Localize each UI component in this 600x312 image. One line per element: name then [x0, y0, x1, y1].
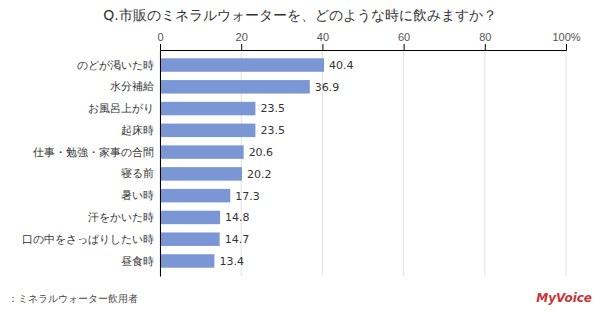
y-axis: 昼食時 口の中をさっぱりしたい時 汗をかいた時 暑い時 寝る前 仕事・勉強・家事の合間 起床… — [22, 51, 161, 277]
y-tick-label: 仕事・勉強・家事の合間 — [33, 146, 154, 158]
title: Q.市販のミネラルウォーターを、どのような時に飲みますか？ — [103, 7, 496, 23]
y-tick-label: 寝る前 — [121, 167, 154, 179]
x-tick: 100% — [552, 31, 580, 50]
y-tick: 口の中をさっぱりしたい時 — [22, 233, 154, 245]
x-tick: 20 — [236, 31, 248, 50]
chart: Q.市販のミネラルウォーターを、どのような時に飲みますか？ 13.4 14.7 14.… — [0, 0, 600, 312]
bar — [160, 211, 220, 224]
annotation: MyVoice — [536, 291, 592, 305]
y-tick: お風呂上がり — [88, 102, 154, 114]
x-tick-mark — [485, 44, 486, 50]
bar — [160, 145, 244, 158]
data-label: 36.9 — [315, 81, 340, 94]
grid-line — [160, 50, 161, 276]
annotation: ：ミネラルウォーター飲用者 — [8, 293, 138, 304]
grid-line — [484, 50, 485, 276]
data-label: 14.8 — [225, 211, 250, 224]
x-tick-label: 100% — [552, 31, 580, 43]
y-tick-label: 汗をかいた時 — [88, 211, 154, 223]
x-tick: 0 — [157, 31, 163, 50]
x-tick-label: 80 — [479, 31, 491, 43]
y-tick: 暑い時 — [121, 189, 154, 201]
x-tick: 80 — [479, 31, 491, 50]
x-tick: 40 — [317, 31, 329, 50]
bar — [160, 80, 310, 93]
y-tick-label: のどが渇いた時 — [77, 59, 154, 71]
grid — [160, 50, 566, 276]
x-tick-label: 20 — [236, 31, 248, 43]
x-tick-mark — [322, 44, 323, 50]
y-tick-label: 水分補給 — [110, 80, 154, 92]
data-label: 14.7 — [225, 233, 250, 246]
bar — [160, 167, 242, 180]
x-tick-label: 0 — [157, 31, 163, 43]
x-tick: 60 — [398, 31, 410, 50]
data-label: 40.4 — [329, 59, 354, 72]
y-tick-label: 暑い時 — [121, 189, 154, 201]
data-labels: 13.4 14.7 14.8 17.3 20.2 20.6 23.5 23.5 36.9 40.4 — [219, 59, 353, 268]
bar — [160, 58, 324, 71]
y-tick: 水分補給 — [110, 80, 154, 92]
x-axis-line — [161, 44, 567, 51]
data-label: 20.6 — [249, 146, 273, 159]
y-tick: 起床時 — [121, 124, 154, 136]
bar — [160, 189, 230, 202]
y-axis-line — [160, 51, 161, 277]
x-tick-mark — [241, 44, 242, 50]
plot: 13.4 14.7 14.8 17.3 20.2 20.6 23.5 23.5 36.9 40.4… — [22, 31, 581, 277]
y-tick: 仕事・勉強・家事の合間 — [33, 146, 154, 158]
data-label: 23.5 — [260, 102, 285, 115]
x-axis: 0 20 40 60 80 100% — [157, 31, 580, 51]
grid-line — [566, 50, 567, 276]
y-tick: 寝る前 — [121, 167, 154, 179]
data-label: 20.2 — [247, 168, 272, 181]
x-tick-mark — [160, 44, 161, 50]
y-tick-label: お風呂上がり — [88, 102, 154, 114]
bar — [160, 102, 255, 115]
data-label: 17.3 — [235, 190, 260, 203]
y-tick-label: 昼食時 — [121, 254, 154, 266]
data-label: 13.4 — [219, 255, 244, 268]
grid-line — [403, 50, 404, 276]
y-tick: 汗をかいた時 — [88, 211, 154, 223]
x-tick-mark — [404, 44, 405, 50]
bar — [160, 124, 255, 137]
bars — [160, 58, 324, 267]
bar — [160, 232, 220, 245]
bar — [160, 254, 214, 267]
x-tick-mark — [566, 44, 567, 50]
y-tick: 昼食時 — [121, 254, 154, 266]
y-tick-label: 口の中をさっぱりしたい時 — [22, 233, 154, 245]
data-label: 23.5 — [260, 124, 285, 137]
y-tick-label: 起床時 — [121, 124, 154, 136]
x-tick-label: 60 — [398, 31, 410, 43]
y-tick: のどが渇いた時 — [77, 59, 154, 71]
x-tick-label: 40 — [317, 31, 329, 43]
